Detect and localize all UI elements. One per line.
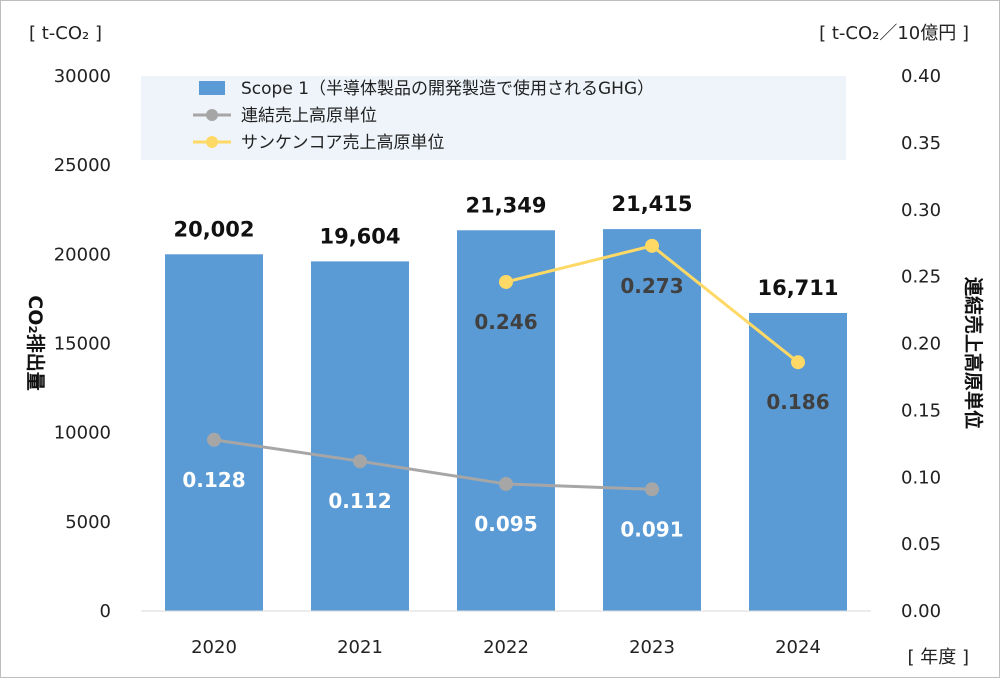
x-tick-2022: 2022	[483, 637, 529, 658]
y-right-title: 連結売上高原単位	[962, 277, 985, 429]
bar-2021	[311, 261, 409, 611]
lines	[207, 238, 805, 497]
legend-label-line-1: 連結売上高原単位	[241, 106, 377, 126]
y-right-tick: 0.15	[901, 400, 941, 421]
legend-marker-1	[206, 109, 218, 121]
bar-value-label-2021: 19,604	[319, 224, 400, 248]
y-right-tick: 0.10	[901, 467, 941, 488]
legend-swatch-bar	[199, 81, 225, 95]
y-left-tick: 30000	[54, 66, 111, 87]
bar-2020	[165, 254, 263, 611]
y-left-tick: 5000	[65, 512, 111, 533]
axes: 0 5000 10000 15000 20000 25000 30000 0.00 0.05 0.…	[24, 23, 985, 668]
legend: Scope 1（半導体製品の開発製造で使用されるGHG） 連結売上高原単位サンケン…	[141, 76, 846, 160]
series-2-value-label-2024: 0.186	[766, 390, 829, 414]
y-left-tick: 15000	[54, 334, 111, 355]
series-2-point-2023	[645, 238, 659, 253]
x-tick-2024: 2024	[775, 637, 821, 658]
series-1-point-2023	[645, 482, 659, 497]
series-1-point-2020	[207, 432, 221, 447]
y-right-tick: 0.40	[901, 66, 941, 87]
series-2-point-2024	[791, 355, 805, 370]
y-left-title: CO₂排出量	[24, 295, 47, 390]
bar-2022	[457, 230, 555, 611]
y-left-tick: 10000	[54, 423, 111, 444]
series-1-value-label-2023: 0.091	[620, 517, 683, 541]
y-right-tick: 0.00	[901, 601, 941, 622]
legend-label-bar: Scope 1（半導体製品の開発製造で使用されるGHG）	[241, 78, 654, 99]
y-right-unit: [ t-CO₂／10億円 ]	[819, 23, 969, 44]
bar-value-label-2022: 21,349	[465, 193, 546, 217]
y-right-tick: 0.25	[901, 267, 941, 288]
data-labels: 20,002 19,604 21,349 21,415 16,711 0.128 0.112…	[173, 192, 838, 541]
x-unit: [ 年度 ]	[908, 647, 970, 668]
bar-value-label-2024: 16,711	[757, 276, 838, 300]
series-1-point-2021	[353, 454, 367, 469]
x-tick-2021: 2021	[337, 637, 383, 658]
y-left-unit: [ t-CO₂ ]	[29, 23, 102, 44]
bars	[165, 229, 847, 611]
y-right-tick: 0.05	[901, 534, 941, 555]
series-line-1	[213, 438, 653, 491]
y-left-tick: 25000	[54, 155, 111, 176]
y-right-tick: 0.30	[901, 200, 941, 221]
bar-value-label-2020: 20,002	[173, 217, 254, 241]
series-2-point-2022	[499, 274, 513, 289]
series-1-value-label-2021: 0.112	[328, 489, 391, 513]
bar-value-label-2023: 21,415	[611, 192, 692, 216]
series-2-value-label-2023: 0.273	[620, 274, 683, 298]
series-1-value-label-2022: 0.095	[474, 512, 537, 536]
y-right-tick: 0.35	[901, 133, 941, 154]
y-left-tick: 20000	[54, 244, 111, 265]
bar-2023	[603, 229, 701, 611]
y-left-tick: 0	[100, 601, 111, 622]
series-1-value-label-2020: 0.128	[182, 468, 245, 492]
x-tick-2023: 2023	[629, 637, 675, 658]
y-right-tick: 0.20	[901, 334, 941, 355]
series-2-value-label-2022: 0.246	[474, 310, 537, 334]
legend-background	[141, 76, 846, 160]
series-1-point-2022	[499, 476, 513, 491]
x-tick-2020: 2020	[191, 637, 237, 658]
legend-label-line-2: サンケンコア売上高原単位	[241, 133, 445, 153]
legend-marker-2	[206, 136, 218, 148]
